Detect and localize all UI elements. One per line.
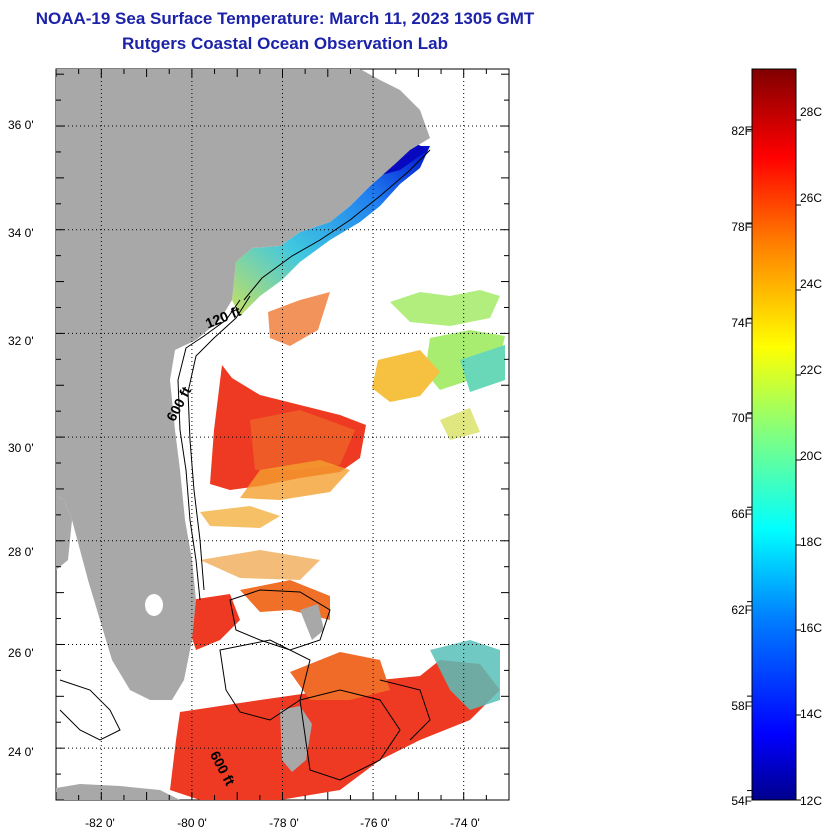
lat-label: 28 0' [8,545,34,559]
lat-label: 32 0' [8,334,34,348]
lon-label: -82 0' [85,816,115,830]
colorbar-f-label: 70F [731,411,752,425]
colorbar-f-label: 58F [731,699,752,713]
colorbar-c-label: 16C [800,621,823,635]
lon-label: -78 0' [269,816,299,830]
colorbar-c-label: 24C [800,277,823,291]
colorbar-c-label: 28C [800,105,823,119]
lon-label: -76 0' [360,816,390,830]
colorbar [751,68,797,801]
colorbar-f-label: 78F [731,220,752,234]
colorbar-f-label: 82F [731,124,752,138]
axis-ticks [55,69,510,801]
colorbar-f-label: 74F [731,316,752,330]
land-layer [56,69,430,800]
lon-label: -74 0' [450,816,480,830]
colorbar-f-label: 62F [731,603,752,617]
lat-label: 30 0' [8,441,34,455]
colorbar-c-label: 12C [800,794,823,808]
colorbar-c-label: 26C [800,191,823,205]
lat-label: 26 0' [8,646,34,660]
lat-label: 24 0' [8,745,34,759]
colorbar-ticks [747,119,801,801]
colorbar-f-label: 66F [731,507,752,521]
lon-label: -80 0' [177,816,207,830]
colorbar-c-label: 18C [800,535,823,549]
map-title: NOAA-19 Sea Surface Temperature: March 1… [35,9,535,28]
lat-label: 34 0' [8,226,34,240]
colorbar-c-label: 22C [800,363,823,377]
map-subtitle: Rutgers Coastal Ocean Observation Lab [122,34,448,53]
lat-label: 36 0' [8,118,34,132]
colorbar-c-label: 20C [800,449,823,463]
colorbar-f-label: 54F [731,794,752,808]
depth-contours [59,149,431,781]
colorbar-c-label: 14C [800,707,823,721]
